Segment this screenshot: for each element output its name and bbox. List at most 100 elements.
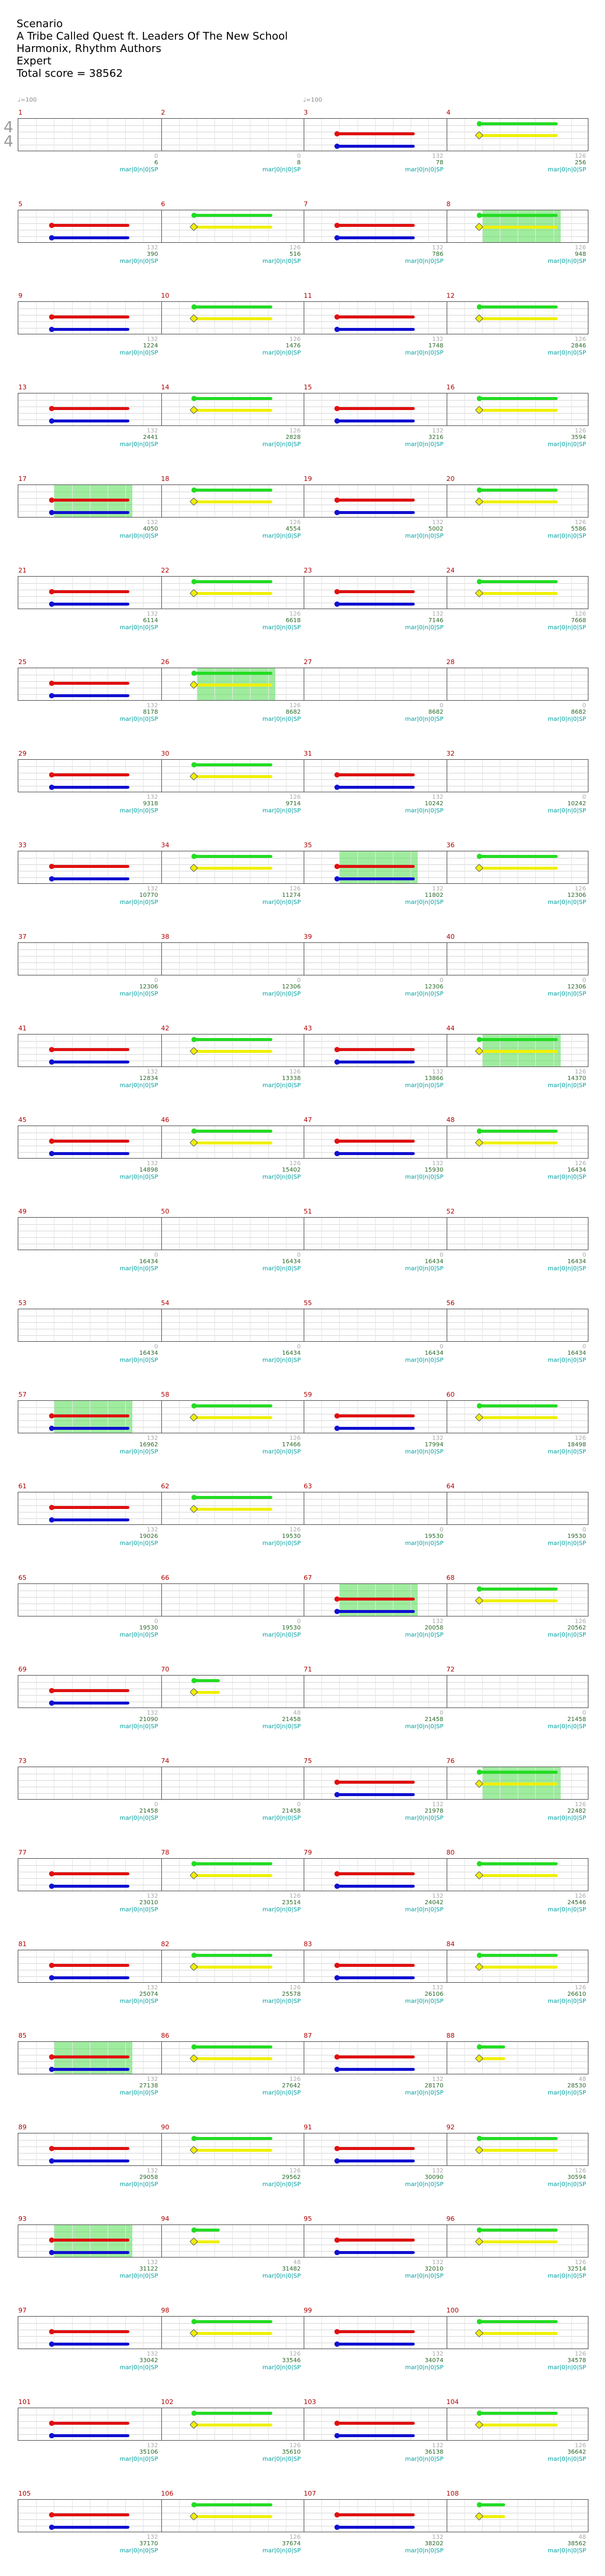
red-note xyxy=(334,497,415,503)
sp-label: mar|0|n|0|SP xyxy=(405,2090,444,2096)
measure-score: 30090 xyxy=(424,2174,444,2181)
staff xyxy=(18,2041,588,2074)
staff xyxy=(18,668,588,701)
red-note xyxy=(334,2237,415,2243)
note-count: 132 xyxy=(147,1893,158,1900)
note-count: 132 xyxy=(147,886,158,892)
beat-line xyxy=(285,119,287,151)
measure-number: 41 xyxy=(18,1024,27,1032)
note-count: 0 xyxy=(154,153,158,160)
sp-label: mar|0|n|0|SP xyxy=(262,2364,301,2371)
beat-line xyxy=(464,1492,465,1524)
beat-line xyxy=(178,210,180,242)
beat-line xyxy=(250,1767,251,1799)
beat-line xyxy=(143,577,144,609)
staff xyxy=(18,484,588,518)
measure-number: 26 xyxy=(161,658,170,666)
beat-line xyxy=(321,2133,323,2165)
staff xyxy=(18,2224,588,2258)
beat-line xyxy=(571,1126,572,1158)
beat-line xyxy=(571,851,572,883)
beat-line xyxy=(428,1584,430,1616)
yellow-note xyxy=(479,1966,558,1969)
yellow-note xyxy=(479,1783,558,1785)
measure-number: 67 xyxy=(304,1574,312,1582)
note-count: 132 xyxy=(432,1985,444,1991)
measure-number: 28 xyxy=(446,658,455,666)
beat-line xyxy=(285,668,287,700)
blue-note xyxy=(334,1975,415,1980)
note-count: 132 xyxy=(147,1710,158,1716)
blue-note xyxy=(48,1884,130,1889)
sp-label: mar|0|n|0|SP xyxy=(548,1082,586,1089)
beat-line xyxy=(143,2500,144,2532)
beat-line xyxy=(36,485,37,517)
note-count: 0 xyxy=(440,1527,444,1533)
chart-row: 4 4 ♩=100 ♩=100 1 0 6 mar|0|n|0|SP 2 0 8 mar|0|n|0|… xyxy=(0,97,605,195)
note-count: 126 xyxy=(289,1893,301,1900)
beat-line xyxy=(143,2042,144,2074)
staff-line xyxy=(18,1041,588,1042)
note-count: 126 xyxy=(574,1069,586,1075)
beat-line xyxy=(285,1492,287,1524)
measure-number: 9 xyxy=(18,292,22,300)
measure-score: 36642 xyxy=(567,2449,586,2455)
beat-line xyxy=(143,1126,144,1158)
measure-number: 99 xyxy=(304,2307,312,2314)
note-count: 0 xyxy=(297,1618,301,1625)
beat-line xyxy=(178,393,180,425)
yellow-note xyxy=(194,2240,220,2243)
staff xyxy=(18,1492,588,1525)
blue-note xyxy=(48,693,130,698)
beat-line xyxy=(36,668,37,700)
beat-line xyxy=(357,1309,358,1341)
staff-line xyxy=(18,949,588,950)
yellow-note xyxy=(194,775,272,778)
measure-number: 7 xyxy=(304,200,308,208)
sp-label: mar|0|n|0|SP xyxy=(119,808,158,814)
beat-line xyxy=(428,1218,430,1250)
red-note xyxy=(334,223,415,228)
yellow-note xyxy=(479,2057,505,2060)
red-note xyxy=(48,1871,130,1876)
sp-label: mar|0|n|0|SP xyxy=(548,1632,586,1638)
blue-note xyxy=(48,2341,130,2347)
beat-line xyxy=(143,851,144,883)
measure-number: 68 xyxy=(446,1574,455,1582)
green-note xyxy=(191,487,272,493)
measure-number: 81 xyxy=(18,1940,27,1948)
beat-line xyxy=(357,943,358,975)
measure-score: 9714 xyxy=(285,801,301,807)
staff-line xyxy=(18,1695,588,1696)
chart-row: 21 132 6114 mar|0|n|0|SP 22 126 6618 mar|0|n|0|… xyxy=(0,564,605,653)
beat-line xyxy=(285,2408,287,2440)
measure-number: 65 xyxy=(18,1574,27,1582)
bar-line xyxy=(161,1859,162,1891)
measure-score: 1224 xyxy=(143,343,158,349)
blue-note xyxy=(48,785,130,790)
beat-line xyxy=(232,943,233,975)
measure-score: 1748 xyxy=(428,343,444,349)
beat-line xyxy=(36,577,37,609)
measure-number: 44 xyxy=(446,1024,455,1032)
chart-row: 25 132 8178 mar|0|n|0|SP 26 126 8682 mar|0|n|0|… xyxy=(0,656,605,744)
sp-label: mar|0|n|0|SP xyxy=(548,2273,586,2279)
blue-note xyxy=(48,1975,130,1980)
measure-number: 104 xyxy=(446,2398,459,2406)
red-note xyxy=(48,1505,130,1510)
beat-line xyxy=(571,1492,572,1524)
sp-label: mar|0|n|0|SP xyxy=(548,1907,586,1913)
staff-line xyxy=(18,2061,588,2062)
green-note xyxy=(191,1861,272,1866)
sp-label: mar|0|n|0|SP xyxy=(262,1357,301,1364)
beat-line xyxy=(143,302,144,334)
yellow-note xyxy=(479,2424,558,2427)
sp-label: mar|0|n|0|SP xyxy=(119,716,158,723)
measure-score: 3216 xyxy=(428,434,444,441)
beat-line xyxy=(250,119,251,151)
beat-line xyxy=(428,1676,430,1707)
beat-line xyxy=(464,393,465,425)
sp-label: mar|0|n|0|SP xyxy=(119,625,158,631)
measure-number: 102 xyxy=(161,2398,174,2406)
chart-row: 53 0 16434 mar|0|n|0|SP 54 0 16434 mar|0|n|0|SP… xyxy=(0,1297,605,1385)
